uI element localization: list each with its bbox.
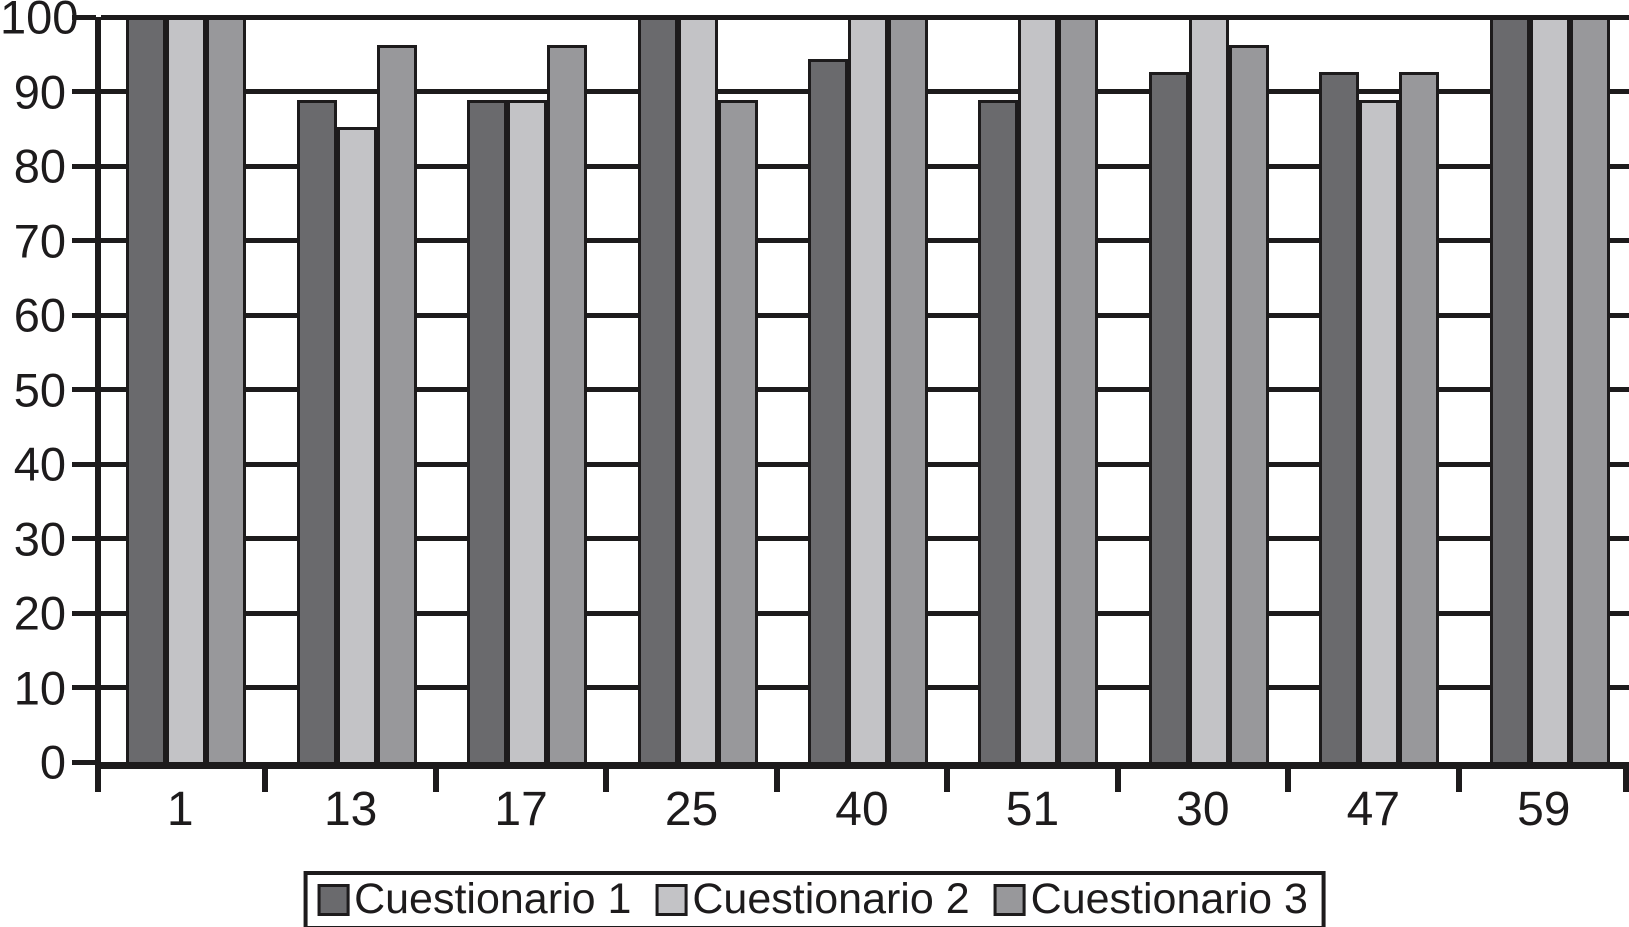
y-axis-tick-label: 60 [13,288,66,342]
x-axis-category-label: 47 [1346,783,1401,836]
legend-item-cuestionario-3: Cuestionario 3 [993,875,1308,923]
bar-cuestionario-3-x1 [206,17,247,762]
x-axis-tick [1114,769,1121,792]
bar-cuestionario-3-x40 [887,17,928,762]
legend-swatch-icon [317,883,350,916]
legend-label: Cuestionario 3 [1030,875,1308,923]
x-axis-line [95,762,1629,769]
x-axis-category-label: 1 [166,783,194,836]
bar-cuestionario-1-x51 [978,99,1019,762]
x-axis-category-label: 40 [835,783,889,836]
bar-cuestionario-1-x30 [1148,72,1189,762]
bar-cuestionario-1-x40 [807,58,848,762]
y-axis-tick [72,238,96,243]
bar-group-30 [1124,17,1294,762]
x-axis-category-label: 30 [1176,783,1230,836]
x-axis-category-label: 13 [323,783,378,836]
y-axis-tick-label: 80 [13,139,66,193]
bar-group-40 [783,17,953,762]
y-axis-tick [72,610,96,616]
bar-cuestionario-1-x1 [126,17,167,762]
bar-cuestionario-1-x17 [467,99,508,762]
y-axis-tick-label: 10 [13,661,66,714]
y-axis-tick-label: 20 [13,586,66,640]
bar-cuestionario-2-x51 [1018,17,1059,762]
y-axis-tick [72,163,96,169]
bar-cuestionario-2-x25 [677,17,718,762]
bar-group-59 [1465,17,1629,762]
bar-cuestionario-3-x51 [1058,17,1099,762]
legend: Cuestionario 1 Cuestionario 2 Cuestionario… [303,871,1326,927]
y-axis-tick-label: 40 [13,437,66,491]
bar-group-17 [442,17,612,762]
bar-cuestionario-2-x30 [1188,17,1229,762]
bar-cuestionario-2-x47 [1359,99,1400,762]
x-axis-category-label: 17 [494,783,548,836]
bar-cuestionario-3-x30 [1228,44,1269,762]
bar-cuestionario-1-x59 [1489,17,1530,762]
x-axis-tick [603,769,610,792]
bar-cuestionario-1-x47 [1319,72,1360,762]
legend-item-cuestionario-1: Cuestionario 1 [317,878,631,921]
y-axis-tick [72,759,96,765]
y-axis-tick [72,14,96,20]
bar-group-25 [612,17,782,762]
y-axis-tick [72,312,96,318]
legend-swatch-icon [993,883,1026,916]
y-axis-tick-label: 50 [13,363,66,416]
y-axis-tick [72,461,96,467]
x-axis-tick [1623,769,1629,792]
bar-cuestionario-2-x40 [847,17,888,762]
y-axis-corner-tick [95,762,101,792]
bar-cuestionario-3-x25 [717,99,758,762]
legend-label: Cuestionario 1 [354,875,632,923]
bar-cuestionario-3-x59 [1569,17,1610,762]
bar-cuestionario-1-x25 [637,17,678,762]
legend-label: Cuestionario 2 [692,875,970,923]
bar-cuestionario-3-x17 [547,44,588,762]
y-axis-tick-label: 70 [13,214,66,267]
bar-group-47 [1294,17,1464,762]
y-axis-tick [72,685,96,690]
bar-group-1 [101,17,271,762]
y-axis-tick [72,536,96,541]
legend-item-cuestionario-2: Cuestionario 2 [655,875,970,923]
bar-group-13 [271,17,441,762]
x-axis-category-label: 51 [1005,783,1060,836]
plot-area [95,14,1629,762]
bar-cuestionario-2-x17 [507,99,548,762]
x-axis-category-label: 25 [664,783,719,836]
y-axis-tick-label: 0 [39,735,66,789]
x-axis-tick [432,769,439,792]
y-axis-tick-label: 90 [13,65,66,118]
bar-cuestionario-2-x13 [336,127,377,762]
y-axis-tick [72,89,96,94]
bar-cuestionario-2-x59 [1529,17,1570,762]
x-axis-tick [262,769,269,792]
bar-cuestionario-3-x47 [1399,72,1440,762]
x-axis-category-label: 59 [1517,783,1571,836]
bar-group-51 [953,17,1123,762]
x-axis-tick [944,769,951,792]
bar-cuestionario-2-x1 [166,17,207,762]
y-axis-tick [72,387,96,392]
x-axis-tick [1455,769,1462,792]
x-axis-tick [1285,769,1292,792]
y-axis-tick-label: 100 [0,0,79,44]
bar-cuestionario-1-x13 [296,99,337,762]
y-axis-tick-label: 30 [13,512,66,565]
x-axis-tick [773,769,780,792]
bar-cuestionario-3-x13 [376,44,417,762]
legend-swatch-icon [655,883,688,916]
